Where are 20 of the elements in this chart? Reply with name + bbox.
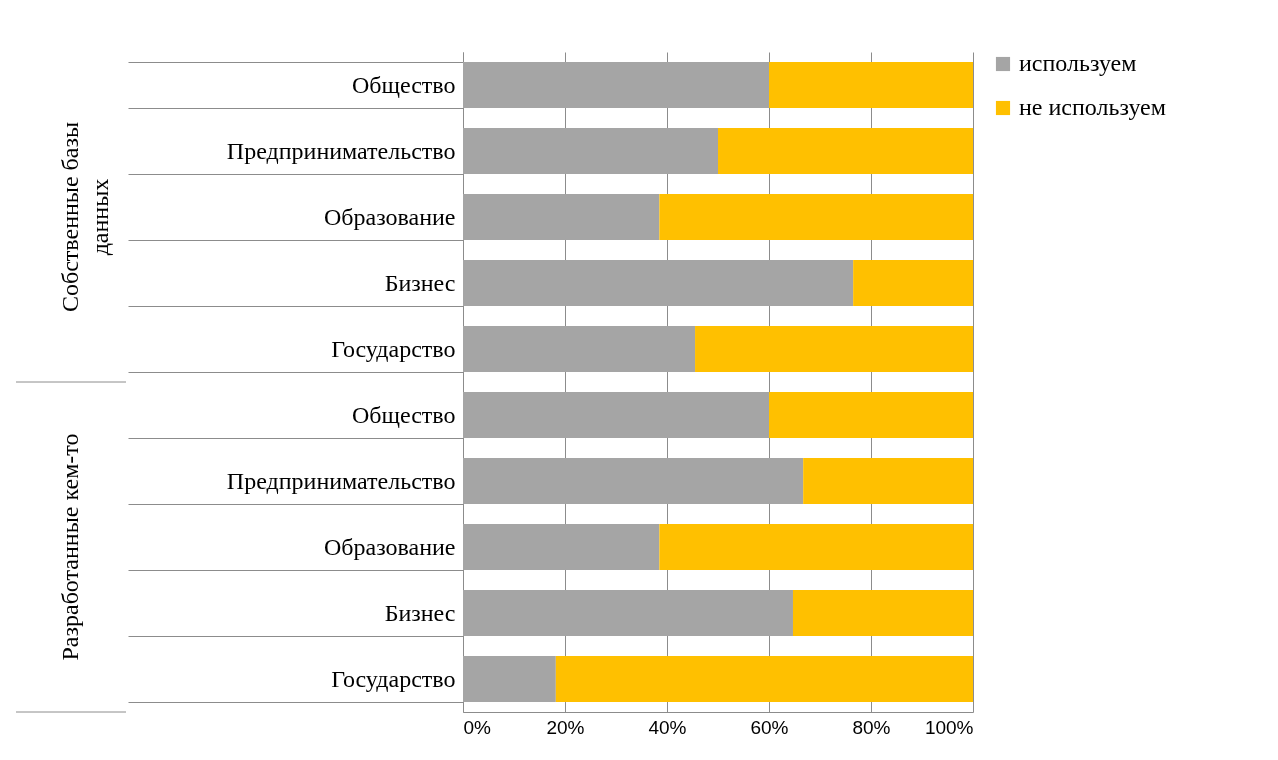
y-tick-label: Образование: [323, 203, 456, 230]
text: Разработанные кем-то: [57, 433, 83, 661]
legend-label: не используем: [1019, 94, 1166, 120]
y-tick-label: Предпринимательство: [226, 137, 456, 164]
y-tick-label: Общество: [351, 71, 456, 98]
x-tick-label: 0%: [463, 716, 492, 738]
x-tick-label: 100%: [924, 716, 974, 738]
text: Собственные базы данных: [57, 121, 113, 313]
y-tick-label: Образование: [323, 533, 456, 560]
y-tick-label: Государство: [331, 665, 456, 692]
x-tick-label: 40%: [648, 716, 687, 738]
x-tick-label: 80%: [852, 716, 891, 738]
y-tick-label: Общество: [351, 401, 456, 428]
y-tick-label: Бизнес: [384, 269, 456, 296]
y-tick-label: Предпринимательство: [226, 467, 456, 494]
y-tick-label: Бизнес: [384, 599, 456, 626]
y-tick-label: Государство: [331, 335, 456, 362]
x-tick-label: 20%: [546, 716, 585, 738]
x-tick-label: 60%: [750, 716, 789, 738]
legend-label: используем: [1019, 50, 1137, 76]
